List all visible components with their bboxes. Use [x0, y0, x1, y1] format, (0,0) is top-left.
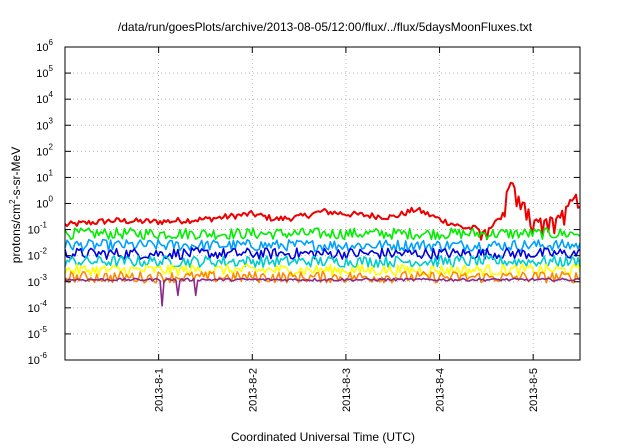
series-line: [64, 263, 581, 277]
y-axis-label-sup: 2: [8, 199, 17, 204]
tick-group: 10610510410310210110010-110-210-310-410-…: [28, 38, 580, 412]
series-line: [64, 238, 581, 252]
y-axis-label-rest: -s-sr-MeV: [9, 147, 23, 200]
y-tick-base: 10: [36, 68, 48, 80]
y-tick-label: 10-5: [28, 325, 48, 341]
y-tick-base: 10: [36, 42, 48, 54]
y-tick-label: 106: [36, 38, 53, 54]
series-group: [64, 181, 581, 307]
y-axis-label: protons/cm2-s-sr-MeV: [8, 147, 23, 263]
y-tick-label: 101: [36, 168, 53, 184]
plot-frame: [64, 46, 581, 361]
y-tick-exp: -3: [40, 273, 48, 282]
y-tick-label: 104: [36, 90, 53, 106]
x-tick-label: 2013-8-1: [154, 368, 166, 412]
x-tick-label: 2013-8-2: [247, 368, 259, 412]
y-tick-base: 10: [36, 146, 48, 158]
series-line: [64, 227, 581, 241]
y-tick-exp: 4: [49, 90, 54, 99]
y-tick-exp: -1: [40, 221, 48, 230]
y-tick-base: 10: [28, 329, 40, 341]
y-tick-exp: 5: [49, 64, 54, 73]
y-tick-base: 10: [28, 303, 40, 315]
y-tick-base: 10: [36, 172, 48, 184]
y-tick-base: 10: [36, 199, 48, 211]
chart-title: /data/run/goesPlots/archive/2013-08-05/1…: [118, 20, 533, 34]
series-line: [64, 181, 581, 241]
y-tick-exp: 3: [49, 116, 54, 125]
y-tick-label: 10-4: [28, 299, 48, 315]
y-tick-label: 102: [36, 142, 53, 158]
y-tick-label: 10-6: [28, 351, 48, 367]
x-tick-label: 2013-8-4: [435, 368, 447, 412]
y-tick-base: 10: [36, 120, 48, 132]
y-tick-exp: 2: [49, 142, 54, 151]
y-tick-base: 10: [28, 225, 40, 237]
y-tick-base: 10: [36, 94, 48, 106]
x-tick-label: 2013-8-5: [528, 368, 540, 412]
series-line: [64, 255, 581, 268]
y-tick-label: 10-2: [28, 247, 48, 263]
x-axis-label: Coordinated Universal Time (UTC): [231, 430, 415, 444]
y-tick-exp: 1: [49, 168, 54, 177]
y-tick-base: 10: [28, 355, 40, 367]
y-tick-label: 105: [36, 64, 53, 80]
y-tick-label: 10-3: [28, 273, 48, 289]
y-tick-exp: -5: [40, 325, 48, 334]
y-tick-exp: -4: [40, 299, 48, 308]
grid-lines: [65, 47, 580, 360]
y-tick-base: 10: [28, 251, 40, 263]
series-line: [64, 247, 581, 261]
y-tick-exp: -6: [40, 351, 48, 360]
y-tick-exp: 6: [49, 38, 54, 47]
y-tick-exp: -2: [40, 247, 48, 256]
x-tick-label: 2013-8-3: [341, 368, 353, 412]
y-tick-label: 103: [36, 116, 53, 132]
series-line: [64, 277, 581, 307]
y-axis-label-base: protons/cm: [9, 204, 23, 263]
y-tick-base: 10: [28, 277, 40, 289]
y-tick-exp: 0: [49, 195, 54, 204]
y-tick-label: 10-1: [28, 221, 48, 237]
y-tick-label: 100: [36, 195, 53, 211]
series-line: [64, 270, 581, 284]
